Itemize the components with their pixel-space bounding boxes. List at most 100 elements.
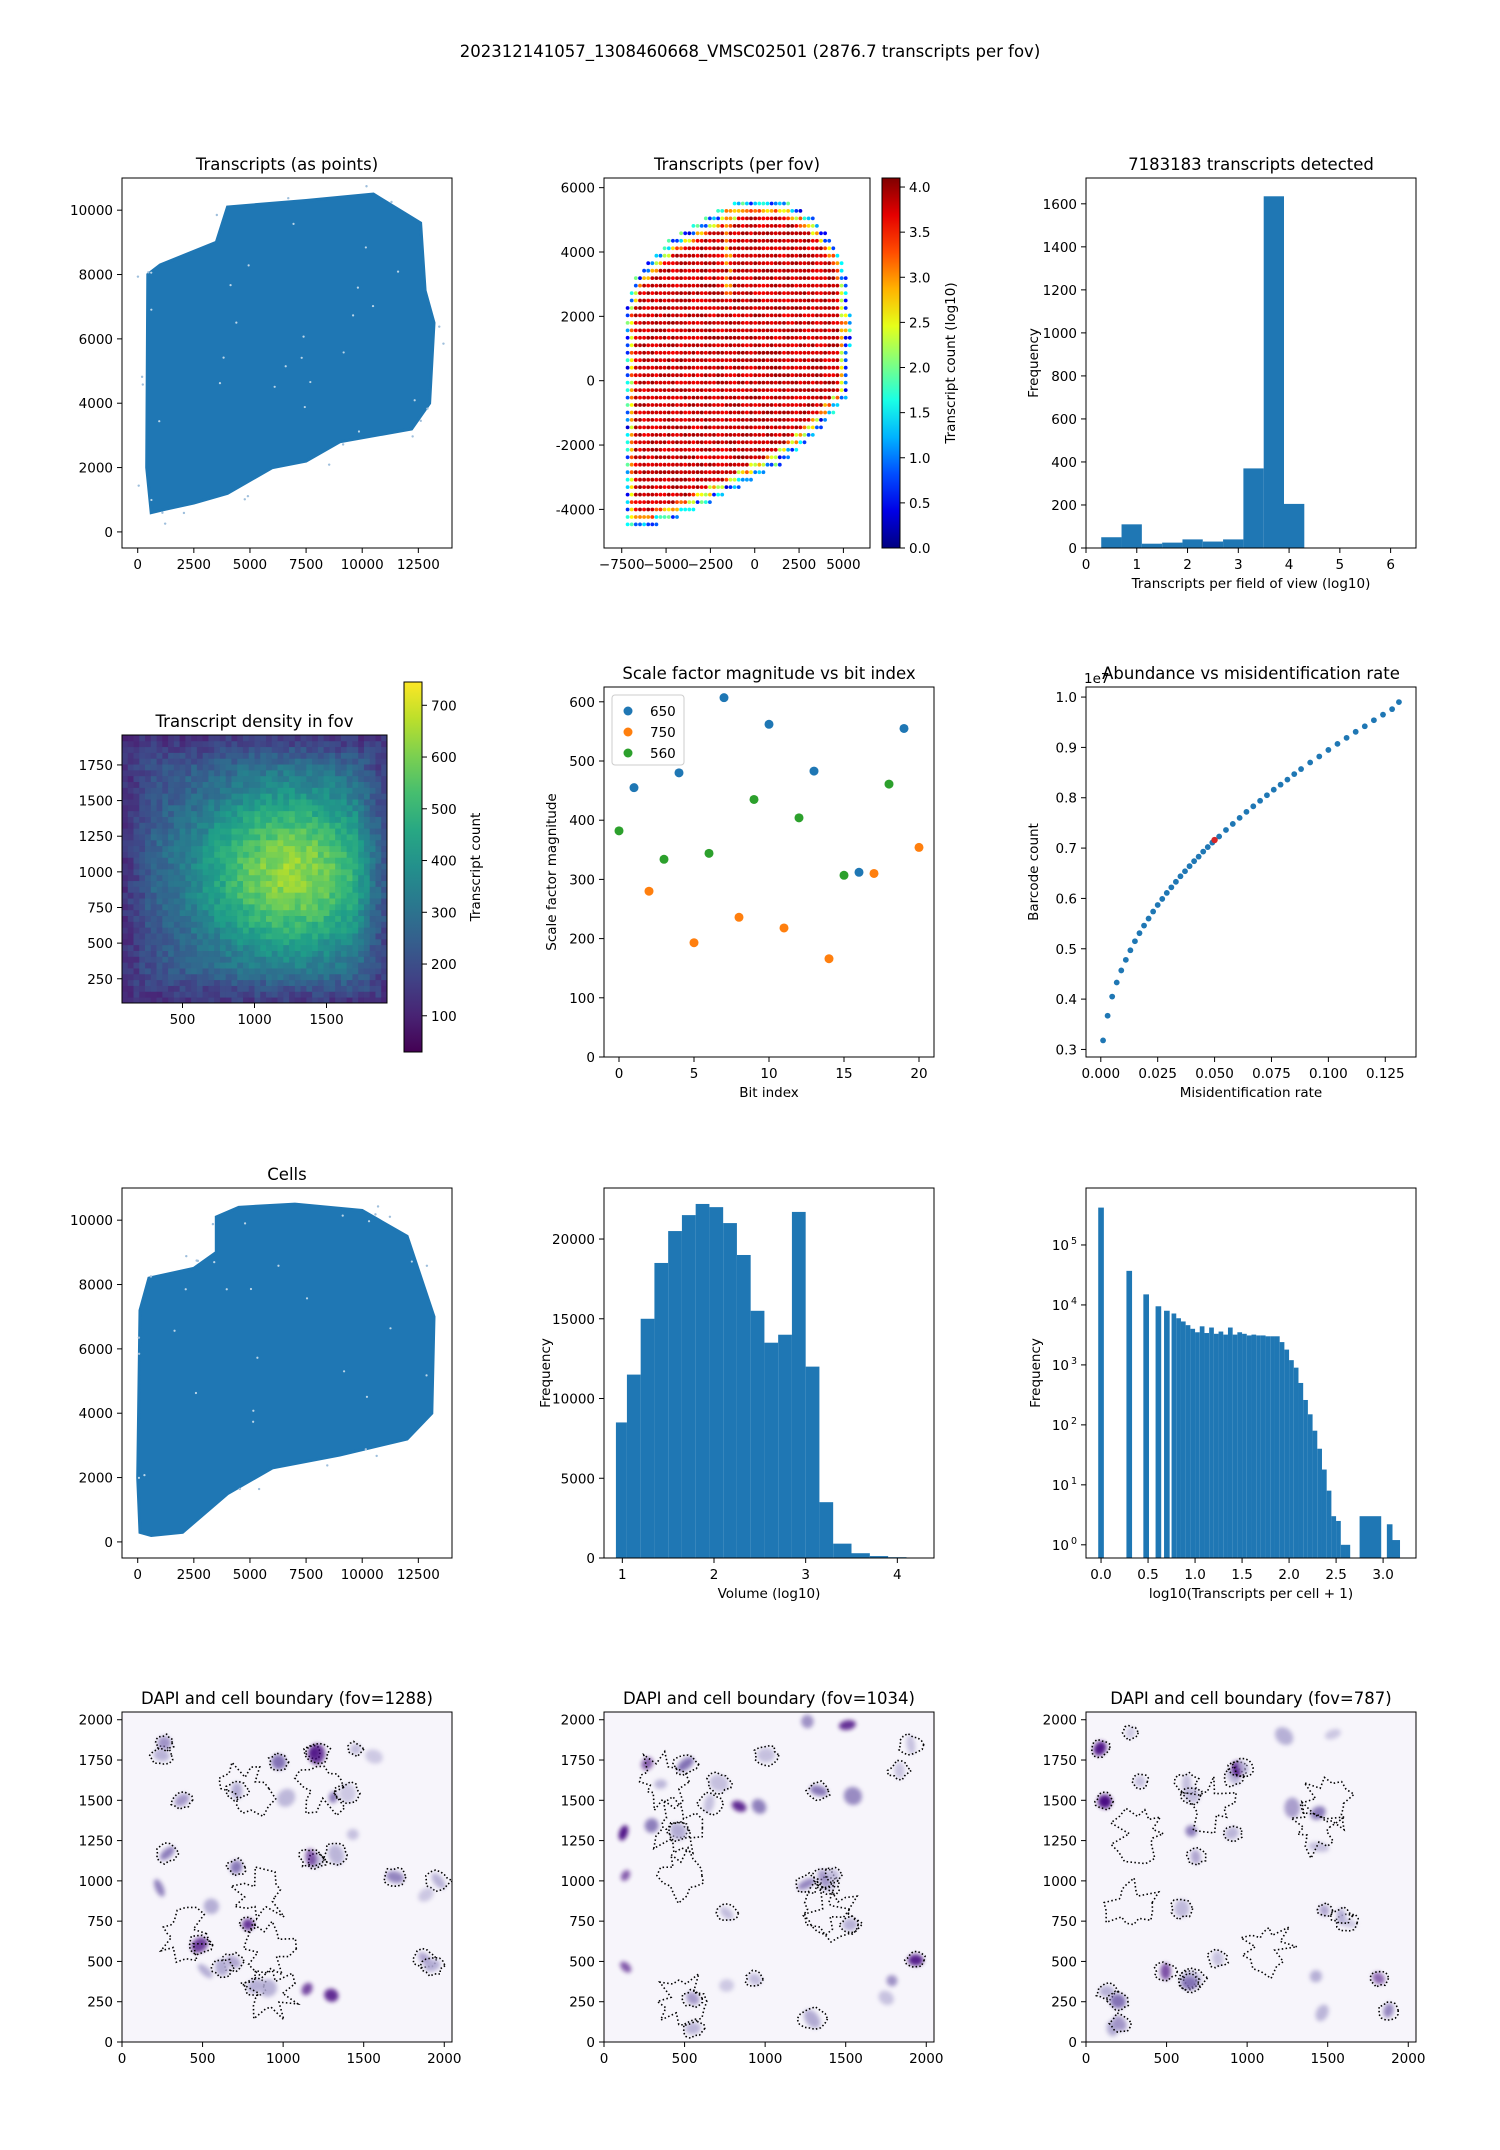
fov-point: [790, 224, 795, 228]
density-cell: [214, 828, 221, 835]
density-cell: [340, 735, 348, 742]
fov-point: [683, 477, 688, 482]
fov-point: [650, 507, 655, 512]
fov-point: [757, 313, 762, 318]
fov-point: [810, 238, 815, 243]
fov-point: [695, 500, 700, 504]
fov-point: [757, 433, 762, 437]
fov-point: [769, 440, 774, 445]
fov-point: [782, 283, 786, 288]
density-cell: [352, 956, 359, 963]
fov-point: [753, 261, 758, 266]
density-cell: [237, 973, 244, 981]
fov-point: [695, 306, 700, 310]
density-cell: [254, 991, 261, 998]
density-cell: [127, 874, 134, 882]
fov-point: [765, 313, 770, 318]
fov-point: [728, 462, 733, 467]
density-cell: [242, 903, 250, 911]
gap-point: [150, 308, 153, 311]
density-cell: [196, 985, 204, 992]
cell-boundary: [1329, 1905, 1354, 1925]
fov-point: [699, 395, 704, 400]
fov-point: [835, 373, 840, 378]
density-cell: [237, 804, 244, 812]
y-tick-label: 2000: [79, 461, 113, 477]
density-cell: [306, 985, 313, 992]
fov-point: [629, 522, 634, 527]
count-bar: [1190, 1328, 1196, 1558]
density-cell: [335, 822, 342, 829]
fov-point: [761, 462, 766, 467]
y-tick-label: 10000: [552, 1392, 595, 1408]
density-cell: [317, 822, 325, 829]
density-cell: [231, 968, 238, 975]
cell-boundary: [218, 1760, 277, 1818]
density-cell: [335, 985, 342, 992]
density-cell: [317, 816, 325, 823]
density-cell: [335, 956, 342, 963]
x-tick-label: 0.050: [1195, 1066, 1234, 1082]
fov-point: [777, 380, 782, 385]
fov-point: [810, 380, 815, 385]
fov-point: [720, 268, 725, 273]
fov-point: [671, 328, 675, 333]
y-tick-label: 400: [569, 813, 595, 829]
density-cell: [335, 752, 342, 759]
fov-point: [687, 291, 692, 295]
density-cell: [323, 769, 330, 777]
fov-point: [773, 283, 778, 288]
density-cell: [208, 979, 215, 986]
fov-point: [782, 447, 786, 452]
y-tick-label: 250: [87, 972, 113, 988]
fov-point: [654, 410, 659, 415]
fov-point: [662, 291, 667, 295]
density-cell: [202, 909, 209, 917]
density-cell: [312, 746, 319, 753]
fov-point: [798, 418, 803, 422]
count-bar: [1321, 1469, 1327, 1558]
fov-point: [724, 358, 729, 363]
density-cell: [266, 938, 273, 946]
fov-point: [687, 350, 692, 355]
density-cell: [363, 769, 371, 777]
density-cell: [156, 822, 163, 829]
barcode-point: [1195, 853, 1202, 860]
fov-point: [625, 350, 630, 355]
density-cell: [294, 927, 301, 934]
density-cell: [248, 909, 255, 917]
fov-point: [650, 410, 655, 415]
fov-point: [708, 321, 712, 325]
density-cell: [329, 781, 336, 788]
fov-point: [671, 238, 675, 243]
density-cell: [266, 991, 273, 998]
density-cell: [363, 944, 371, 951]
fov-point: [831, 321, 836, 325]
fov-point: [712, 350, 716, 355]
density-cell: [185, 769, 192, 777]
cell-boundary: [1299, 1776, 1356, 1832]
fov-point: [716, 276, 720, 280]
density-cell: [266, 746, 273, 753]
fov-point: [687, 321, 692, 325]
fov-point: [642, 433, 646, 437]
density-cell: [306, 903, 313, 911]
fov-point: [695, 418, 700, 422]
transcript-point: [419, 419, 422, 423]
density-cell: [271, 874, 278, 882]
density-cell: [185, 793, 192, 800]
fov-point: [650, 343, 655, 348]
density-cell: [139, 991, 146, 998]
fov-point: [835, 335, 840, 340]
y-tick-label: 1500: [1043, 1793, 1077, 1809]
y-tick-exponent: 0: [1071, 1536, 1077, 1547]
density-cell: [219, 845, 227, 852]
density-cell: [191, 869, 198, 876]
gap-point: [425, 1374, 428, 1377]
density-cell: [289, 822, 296, 829]
density-cell: [294, 863, 301, 870]
fov-point: [650, 291, 655, 295]
fov-point: [839, 365, 844, 370]
density-cell: [271, 956, 278, 963]
density-cell: [369, 810, 376, 817]
